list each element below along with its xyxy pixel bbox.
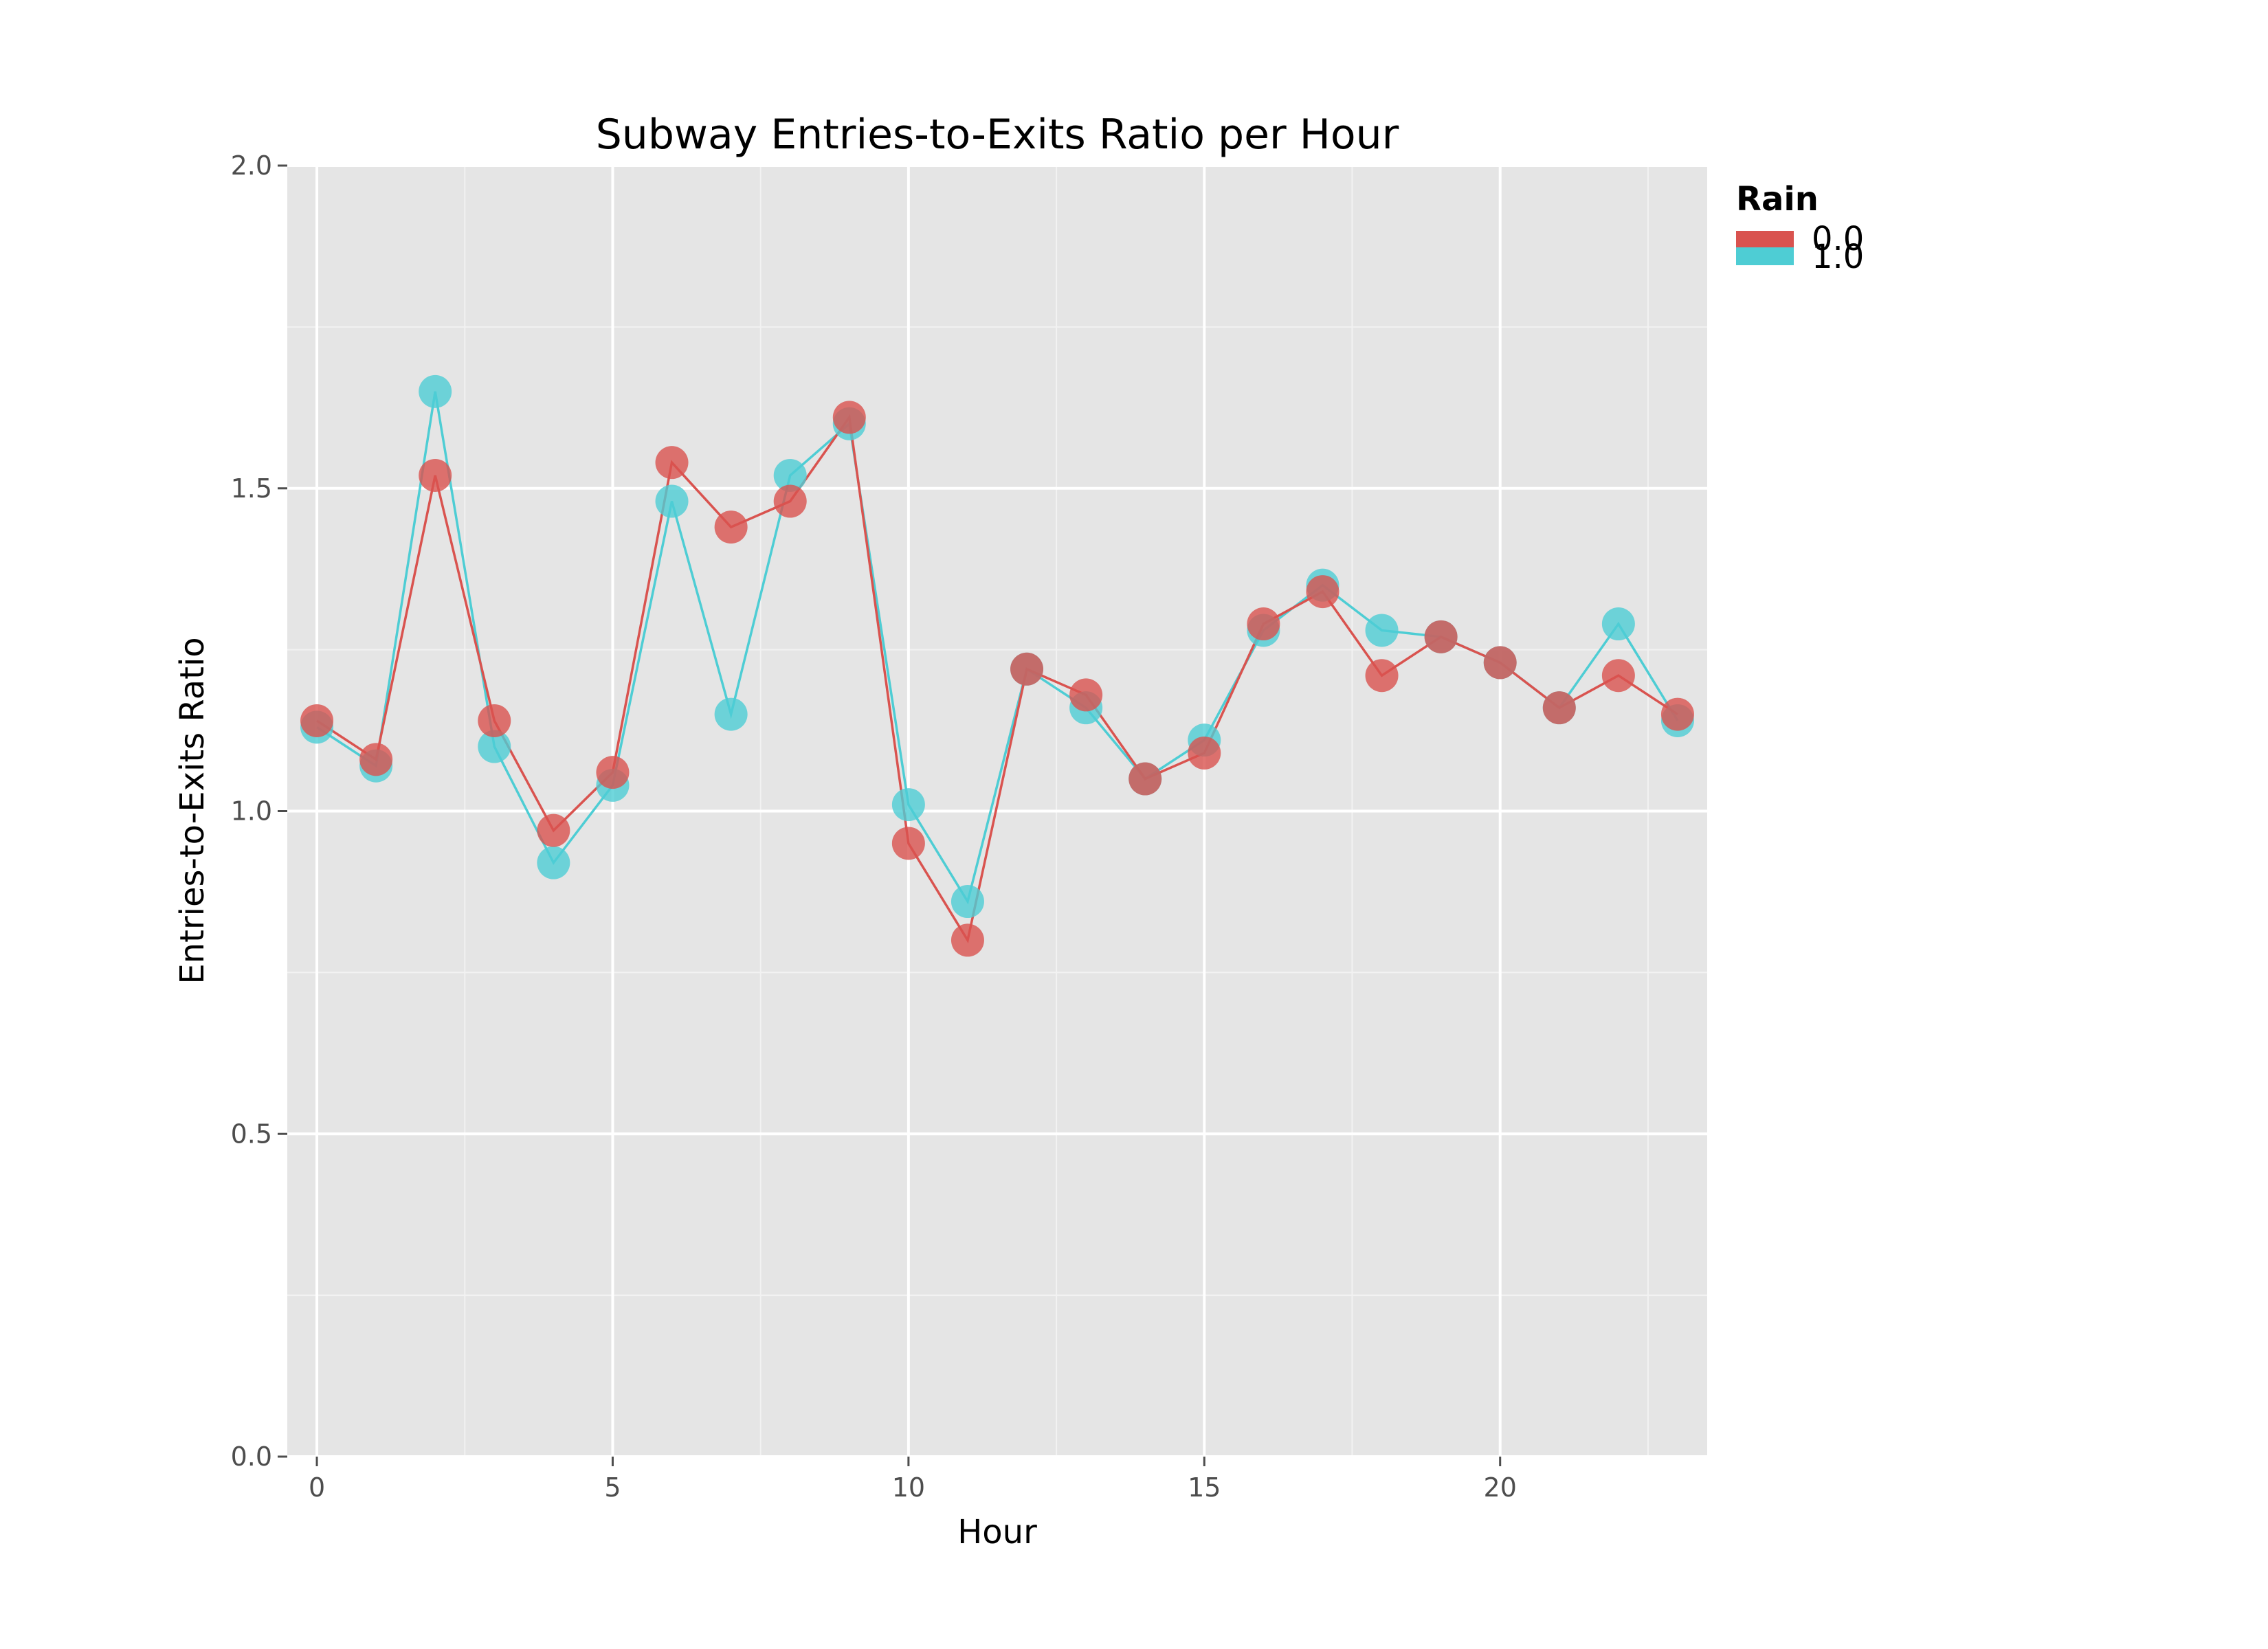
data-point-1.0 bbox=[714, 697, 748, 731]
data-point-0.0 bbox=[1601, 659, 1635, 693]
x-tick-label: 0 bbox=[309, 1472, 325, 1503]
data-point-0.0 bbox=[655, 446, 689, 480]
data-point-0.0 bbox=[1542, 691, 1576, 725]
data-point-1.0 bbox=[1601, 607, 1635, 641]
legend: Rain 0.01.0 bbox=[1736, 180, 1864, 276]
legend-swatch bbox=[1736, 231, 1794, 249]
data-point-0.0 bbox=[773, 484, 807, 518]
data-point-0.0 bbox=[1188, 736, 1221, 770]
data-point-0.0 bbox=[478, 704, 511, 737]
legend-swatch bbox=[1736, 247, 1794, 265]
data-point-1.0 bbox=[950, 885, 984, 919]
data-point-1.0 bbox=[773, 458, 807, 492]
x-axis-label: Hour bbox=[957, 1513, 1037, 1551]
data-point-0.0 bbox=[419, 458, 452, 492]
y-tick-label: 0.0 bbox=[231, 1442, 272, 1472]
data-point-0.0 bbox=[891, 827, 925, 860]
data-point-0.0 bbox=[1247, 607, 1280, 641]
chart-title: Subway Entries-to-Exits Ratio per Hour bbox=[596, 111, 1399, 159]
x-tick-label: 20 bbox=[1484, 1472, 1517, 1503]
data-point-0.0 bbox=[300, 704, 334, 737]
data-point-0.0 bbox=[1069, 678, 1103, 712]
data-point-1.0 bbox=[891, 788, 925, 822]
major-grid bbox=[287, 164, 1707, 1458]
data-point-0.0 bbox=[359, 743, 393, 776]
data-point-1.0 bbox=[478, 730, 511, 763]
x-tick-label: 10 bbox=[892, 1472, 925, 1503]
data-point-0.0 bbox=[596, 756, 630, 789]
legend-label: 1.0 bbox=[1812, 238, 1864, 276]
data-point-1.0 bbox=[537, 846, 570, 879]
data-point-0.0 bbox=[832, 401, 866, 434]
tick-labels: 0 5 10 15 20 0.0 0.5 1.0 1.5 2.0 bbox=[231, 150, 1517, 1503]
axis-ticks bbox=[278, 164, 1502, 1466]
data-point-0.0 bbox=[537, 814, 570, 847]
y-tick-label: 2.0 bbox=[231, 150, 272, 181]
data-point-1.0 bbox=[419, 374, 452, 408]
data-point-0.0 bbox=[1660, 697, 1694, 731]
y-axis-label: Entries-to-Exits Ratio bbox=[173, 637, 212, 984]
data-point-0.0 bbox=[1306, 575, 1339, 609]
data-point-0.0 bbox=[1010, 652, 1044, 686]
data-point-1.0 bbox=[1365, 614, 1399, 647]
y-tick-label: 1.0 bbox=[231, 796, 272, 827]
y-tick-label: 1.5 bbox=[231, 473, 272, 504]
legend-label: 0.0 bbox=[1812, 220, 1864, 258]
data-point-1.0 bbox=[655, 484, 689, 518]
series-layer bbox=[300, 374, 1694, 957]
data-point-0.0 bbox=[1424, 620, 1458, 653]
x-tick-label: 5 bbox=[604, 1472, 621, 1503]
x-tick-label: 15 bbox=[1188, 1472, 1221, 1503]
y-tick-label: 0.5 bbox=[231, 1119, 272, 1149]
data-point-0.0 bbox=[1483, 646, 1517, 680]
data-point-0.0 bbox=[1129, 762, 1162, 796]
data-point-0.0 bbox=[950, 923, 984, 957]
data-point-0.0 bbox=[714, 511, 748, 544]
data-point-0.0 bbox=[1365, 659, 1399, 693]
legend-title: Rain bbox=[1736, 180, 1819, 218]
